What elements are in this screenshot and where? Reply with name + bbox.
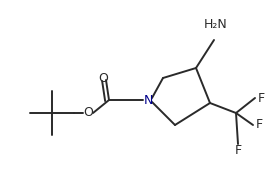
- Text: F: F: [258, 92, 265, 104]
- Text: N: N: [143, 93, 153, 107]
- Text: F: F: [255, 118, 262, 131]
- Text: O: O: [83, 107, 93, 120]
- Text: H₂N: H₂N: [204, 18, 228, 30]
- Text: O: O: [98, 72, 108, 85]
- Text: F: F: [234, 144, 242, 156]
